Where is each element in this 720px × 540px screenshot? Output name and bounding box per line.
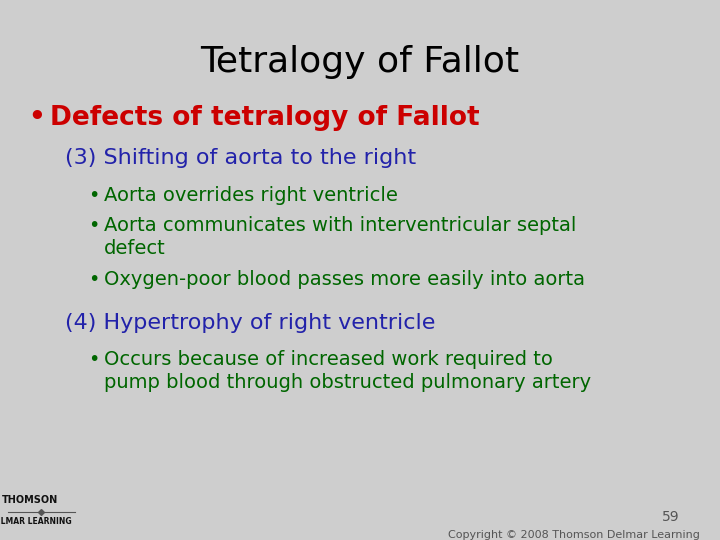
Text: (3) Shifting of aorta to the right: (3) Shifting of aorta to the right <box>65 148 416 168</box>
Text: •: • <box>88 216 99 235</box>
Text: 59: 59 <box>662 510 680 524</box>
Text: Occurs because of increased work required to
pump blood through obstructed pulmo: Occurs because of increased work require… <box>104 350 591 393</box>
Text: •: • <box>28 105 45 131</box>
Text: •: • <box>88 350 99 369</box>
Text: THOMSON: THOMSON <box>2 495 58 505</box>
Text: Aorta communicates with interventricular septal
defect: Aorta communicates with interventricular… <box>104 216 577 259</box>
Text: Aorta overrides right ventricle: Aorta overrides right ventricle <box>104 186 398 205</box>
Text: •: • <box>88 186 99 205</box>
Text: Defects of tetralogy of Fallot: Defects of tetralogy of Fallot <box>50 105 480 131</box>
Text: Copyright © 2008 Thomson Delmar Learning: Copyright © 2008 Thomson Delmar Learning <box>448 530 700 540</box>
Text: •: • <box>88 270 99 289</box>
Text: Tetralogy of Fallot: Tetralogy of Fallot <box>200 45 520 79</box>
Text: (4) Hypertrophy of right ventricle: (4) Hypertrophy of right ventricle <box>65 313 436 333</box>
Text: Oxygen-poor blood passes more easily into aorta: Oxygen-poor blood passes more easily int… <box>104 270 585 289</box>
Text: DELMAR LEARNING: DELMAR LEARNING <box>0 517 71 526</box>
